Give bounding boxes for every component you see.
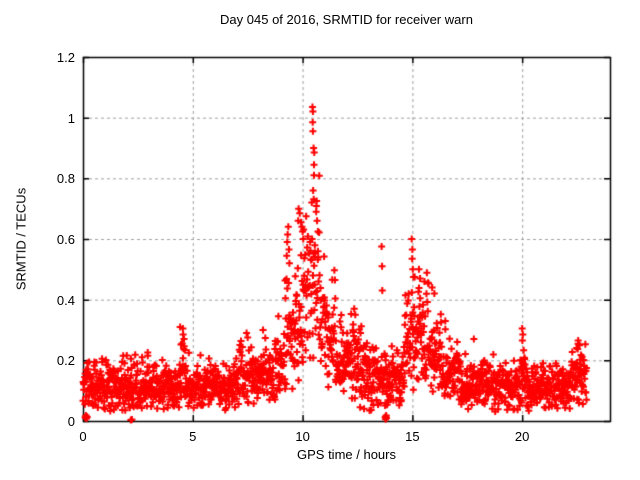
y-axis-label: SRMTID / TECUs xyxy=(13,187,29,291)
x-tick-label: 20 xyxy=(514,429,530,444)
y-tick-label: 0.4 xyxy=(56,292,75,308)
y-tick-label: 0.6 xyxy=(56,232,75,247)
x-axis-label: GPS time / hours xyxy=(297,447,396,462)
y-tick-label: 0 xyxy=(67,414,75,429)
x-tick-label: 10 xyxy=(295,429,310,444)
y-tick-label: 0.2 xyxy=(56,353,75,369)
x-tick-label: 5 xyxy=(189,429,197,444)
x-tick-label: 0 xyxy=(79,429,87,444)
y-tick-label: 0.8 xyxy=(56,171,75,187)
x-tick-label: 15 xyxy=(405,429,420,444)
y-tick-label: 1 xyxy=(67,110,75,126)
y-tick-label: 1.2 xyxy=(56,50,75,65)
chart-title: Day 045 of 2016, SRMTID for receiver war… xyxy=(220,12,473,27)
